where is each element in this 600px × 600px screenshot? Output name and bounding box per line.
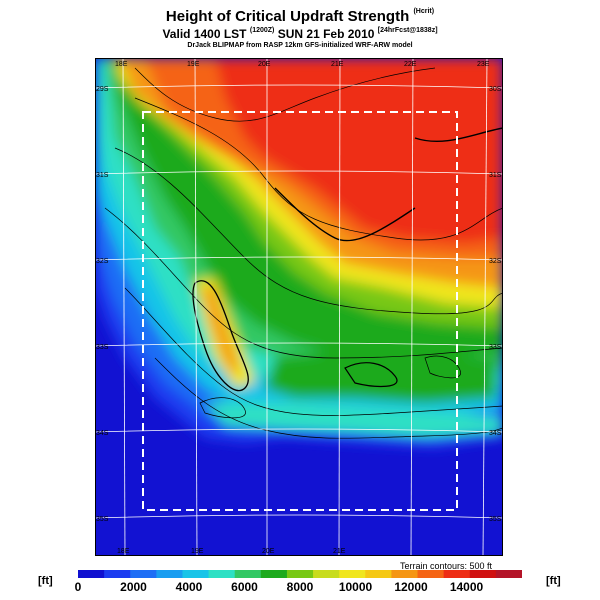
legend-tick-label: 2000 — [120, 580, 147, 594]
legend-swatch — [339, 570, 366, 578]
lon-label: 22E — [404, 61, 417, 68]
legend-swatch — [365, 570, 393, 578]
legend-swatch — [260, 570, 288, 578]
lon-label: 18E — [115, 61, 128, 68]
lon-label: 20E — [262, 548, 275, 555]
terrain-contour-note: Terrain contours: 500 ft — [400, 561, 493, 571]
lat-label: 30S — [489, 86, 502, 93]
legend-swatch — [234, 570, 262, 578]
lon-label: 20E — [258, 61, 271, 68]
legend-tick-label: 0 — [74, 580, 82, 594]
legend-swatch — [78, 570, 105, 578]
title-unit: (Hcrit) — [413, 8, 435, 15]
valid-zulu: (1200Z) — [249, 27, 275, 34]
legend-tick-label: 4000 — [175, 580, 203, 594]
coastal-band — [265, 348, 495, 403]
legend-swatch — [104, 570, 131, 578]
lat-label: 33S — [489, 344, 502, 351]
lon-label: 23E — [477, 61, 490, 68]
legend-tick-label: 6000 — [231, 580, 258, 594]
lon-label: 21E — [331, 61, 344, 68]
chart-title: Height of Critical Updraft Strength (Hcr… — [0, 8, 600, 25]
legend-swatch — [313, 570, 340, 578]
legend-swatch — [286, 570, 314, 578]
lat-label: 29S — [96, 86, 109, 93]
valid-date: SUN 21 Feb 2010 — [277, 27, 375, 41]
field-layer: 18E 19E 20E 21E 22E 23E 18E 19E 20E 21E … — [95, 58, 503, 556]
chart-subtitle: Valid 1400 LST (1200Z) SUN 21 Feb 2010 [… — [0, 27, 600, 41]
model-credit: DrJack BLIPMAP from RASP 12km GFS-initia… — [187, 42, 413, 49]
lat-label: 31S — [489, 172, 502, 179]
legend-swatch — [156, 570, 184, 578]
ridge-core — [203, 286, 238, 378]
legend-swatch — [208, 570, 236, 578]
level-11 — [215, 58, 503, 243]
legend-tick-label: 8000 — [286, 580, 314, 594]
legend-swatch — [391, 570, 419, 578]
lat-label: 34S — [96, 430, 109, 437]
lat-label: 35S — [96, 516, 109, 523]
lat-label: 34S — [489, 430, 502, 437]
forecast-map: 18E 19E 20E 21E 22E 23E 18E 19E 20E 21E … — [95, 58, 503, 556]
legend-swatch — [495, 570, 522, 578]
inner-domain-box — [142, 111, 458, 511]
lat-label: 32S — [489, 258, 502, 265]
lat-lon-grid — [95, 58, 503, 556]
legend-unit-left: [ft] — [38, 575, 53, 587]
legend-unit-right: [ft] — [546, 575, 561, 587]
lon-label: 21E — [333, 548, 346, 555]
legend-tick-label: 14000 — [449, 580, 484, 594]
map-frame — [95, 58, 503, 556]
lat-label: 31S — [96, 172, 109, 179]
title-text: Height of Critical Updraft Strength — [165, 8, 410, 25]
lat-label: 32S — [96, 258, 109, 265]
color-legend — [78, 570, 522, 578]
lat-label: 35S — [489, 516, 502, 523]
terrain-contours — [104, 67, 503, 439]
legend-swatch — [469, 570, 497, 578]
legend-swatch — [130, 570, 157, 578]
axis-labels: 18E 19E 20E 21E 22E 23E 18E 19E 20E 21E … — [96, 61, 502, 555]
legend-swatch — [182, 570, 210, 578]
legend-swatch — [417, 570, 445, 578]
lon-label: 19E — [187, 61, 200, 68]
forecast-run: [24hrFcst@1838z] — [377, 27, 438, 34]
legend-swatch — [443, 570, 471, 578]
legend-tick-label: 12000 — [394, 580, 428, 594]
legend-tick-label: 10000 — [338, 580, 373, 594]
lon-label: 19E — [191, 548, 204, 555]
valid-time: Valid 1400 LST — [162, 27, 247, 41]
lon-label: 18E — [117, 548, 130, 555]
lat-label: 33S — [96, 344, 109, 351]
